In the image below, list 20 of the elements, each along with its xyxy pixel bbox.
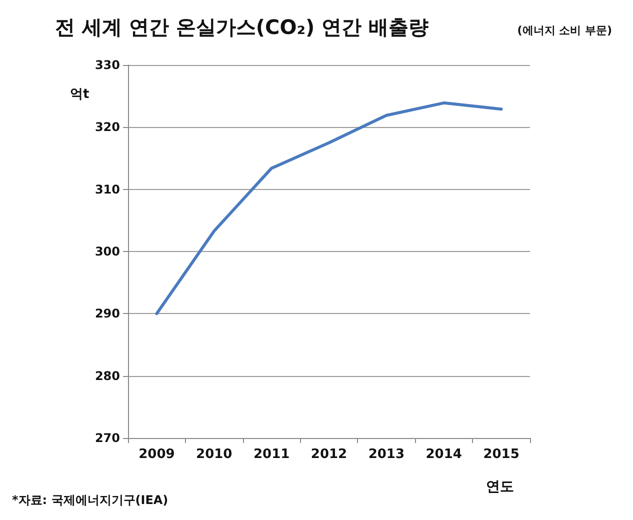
y-tick-label: 280 [94,368,120,383]
x-tick-label: 2009 [138,447,175,462]
x-axis-title: 연도 [486,479,514,495]
x-tick-label: 2015 [483,447,520,462]
y-tick-label: 290 [94,306,120,321]
y-tick-label: 310 [94,182,120,196]
text: *자료: 국제에너지기구(IEA) [12,493,168,507]
text: (에너지 소비 부문) [517,24,612,37]
x-tick-label: 2013 [368,447,405,462]
x-tick-label: 2010 [196,447,232,462]
y-tick-label: 330 [94,58,120,72]
chart-title: 전 세계 연간 온실가스(CO₂) 연간 배출량 [55,15,429,39]
y-tick-label: 270 [94,431,120,445]
x-tick-label: 2012 [310,447,348,462]
line-series [155,101,503,316]
x-tick-label: 2011 [253,447,290,462]
x-tick-label: 2014 [426,447,462,462]
y-axis-title: 억t [70,87,90,102]
y-tick-label: 320 [94,120,120,134]
y-tick-label: 300 [94,244,120,258]
